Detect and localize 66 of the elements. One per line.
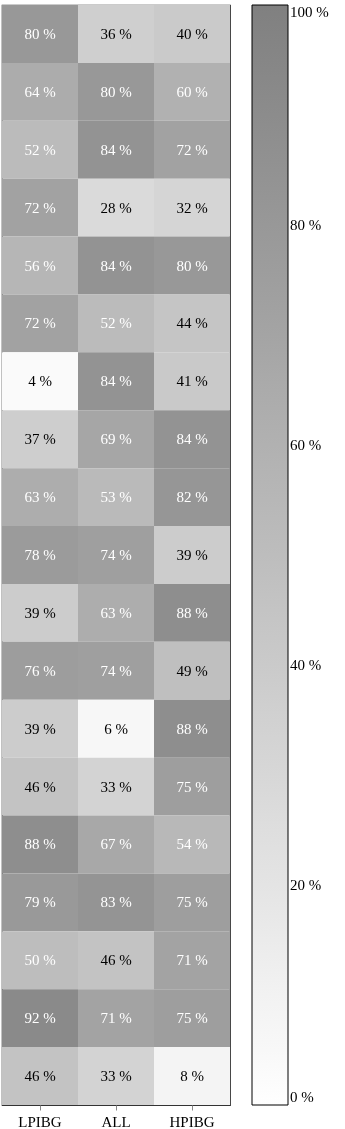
data-label: 46 % bbox=[100, 952, 132, 969]
data-label: 39 % bbox=[176, 547, 208, 563]
data-label: 41 % bbox=[176, 373, 208, 390]
color-bar-label: 100 % bbox=[290, 4, 329, 20]
data-label: 80 % bbox=[176, 257, 208, 274]
data-label: 72 % bbox=[24, 315, 56, 332]
data-label: 32 % bbox=[176, 199, 208, 216]
data-label: 92 % bbox=[24, 1010, 56, 1027]
data-label: 67 % bbox=[100, 836, 132, 853]
data-label: 54 % bbox=[176, 836, 208, 853]
data-label: 78 % bbox=[24, 547, 56, 563]
data-label: 84 % bbox=[100, 141, 132, 158]
data-label: 33 % bbox=[100, 1068, 132, 1085]
data-label: 4 % bbox=[28, 373, 52, 390]
data-label: 46 % bbox=[24, 1068, 56, 1085]
data-label: 79 % bbox=[24, 894, 56, 911]
data-label: 82 % bbox=[176, 489, 208, 506]
data-label: 44 % bbox=[176, 315, 208, 332]
data-label: 71 % bbox=[176, 952, 208, 969]
data-label: 49 % bbox=[176, 662, 208, 679]
data-label: 64 % bbox=[24, 83, 56, 100]
data-label: 75 % bbox=[176, 778, 208, 795]
data-label: 80 % bbox=[100, 83, 132, 100]
data-label: 8 % bbox=[180, 1068, 204, 1085]
color-bar-label: 20 % bbox=[290, 877, 322, 893]
data-label: 69 % bbox=[100, 431, 132, 448]
data-label: 75 % bbox=[176, 1010, 208, 1027]
color-bar-label: 0 % bbox=[290, 1089, 314, 1105]
data-label: 72 % bbox=[176, 141, 208, 158]
data-label: 50 % bbox=[24, 952, 56, 969]
data-label: 56 % bbox=[24, 257, 56, 274]
data-label: 74 % bbox=[100, 662, 132, 679]
x-tick-label: LPIBG bbox=[18, 1113, 62, 1129]
data-label: 63 % bbox=[100, 604, 132, 621]
data-label: 36 % bbox=[100, 25, 132, 42]
data-label: 74 % bbox=[100, 547, 132, 563]
data-label: 84 % bbox=[100, 257, 132, 274]
data-label: 39 % bbox=[24, 604, 56, 621]
data-label: 37 % bbox=[24, 431, 56, 448]
color-bar-label: 80 % bbox=[290, 217, 322, 233]
data-label: 88 % bbox=[176, 604, 208, 621]
data-label: 83 % bbox=[100, 894, 132, 911]
data-label: 88 % bbox=[176, 720, 208, 737]
data-label: 84 % bbox=[176, 431, 208, 448]
data-label: 84 % bbox=[100, 373, 132, 390]
data-label: 72 % bbox=[24, 199, 56, 216]
data-label: 52 % bbox=[24, 141, 56, 158]
data-label: 53 % bbox=[100, 489, 132, 506]
data-label: 6 % bbox=[104, 720, 128, 737]
data-label: 46 % bbox=[24, 778, 56, 795]
data-label: 71 % bbox=[100, 1010, 132, 1027]
data-label: 39 % bbox=[24, 720, 56, 737]
data-label: 75 % bbox=[176, 894, 208, 911]
data-label: 40 % bbox=[176, 25, 208, 42]
data-label: 63 % bbox=[24, 489, 56, 506]
color-bar-label: 60 % bbox=[290, 437, 322, 453]
color-bar-label: 40 % bbox=[290, 657, 322, 673]
data-label: 52 % bbox=[100, 315, 132, 332]
data-label: 88 % bbox=[24, 836, 56, 853]
data-label: 28 % bbox=[100, 199, 132, 216]
data-label: 76 % bbox=[24, 662, 56, 679]
x-tick-label: ALL bbox=[101, 1113, 131, 1129]
x-tick-label: HPIBG bbox=[169, 1113, 215, 1129]
data-label: 33 % bbox=[100, 778, 132, 795]
data-label: 60 % bbox=[176, 83, 208, 100]
data-label: 80 % bbox=[24, 25, 56, 42]
